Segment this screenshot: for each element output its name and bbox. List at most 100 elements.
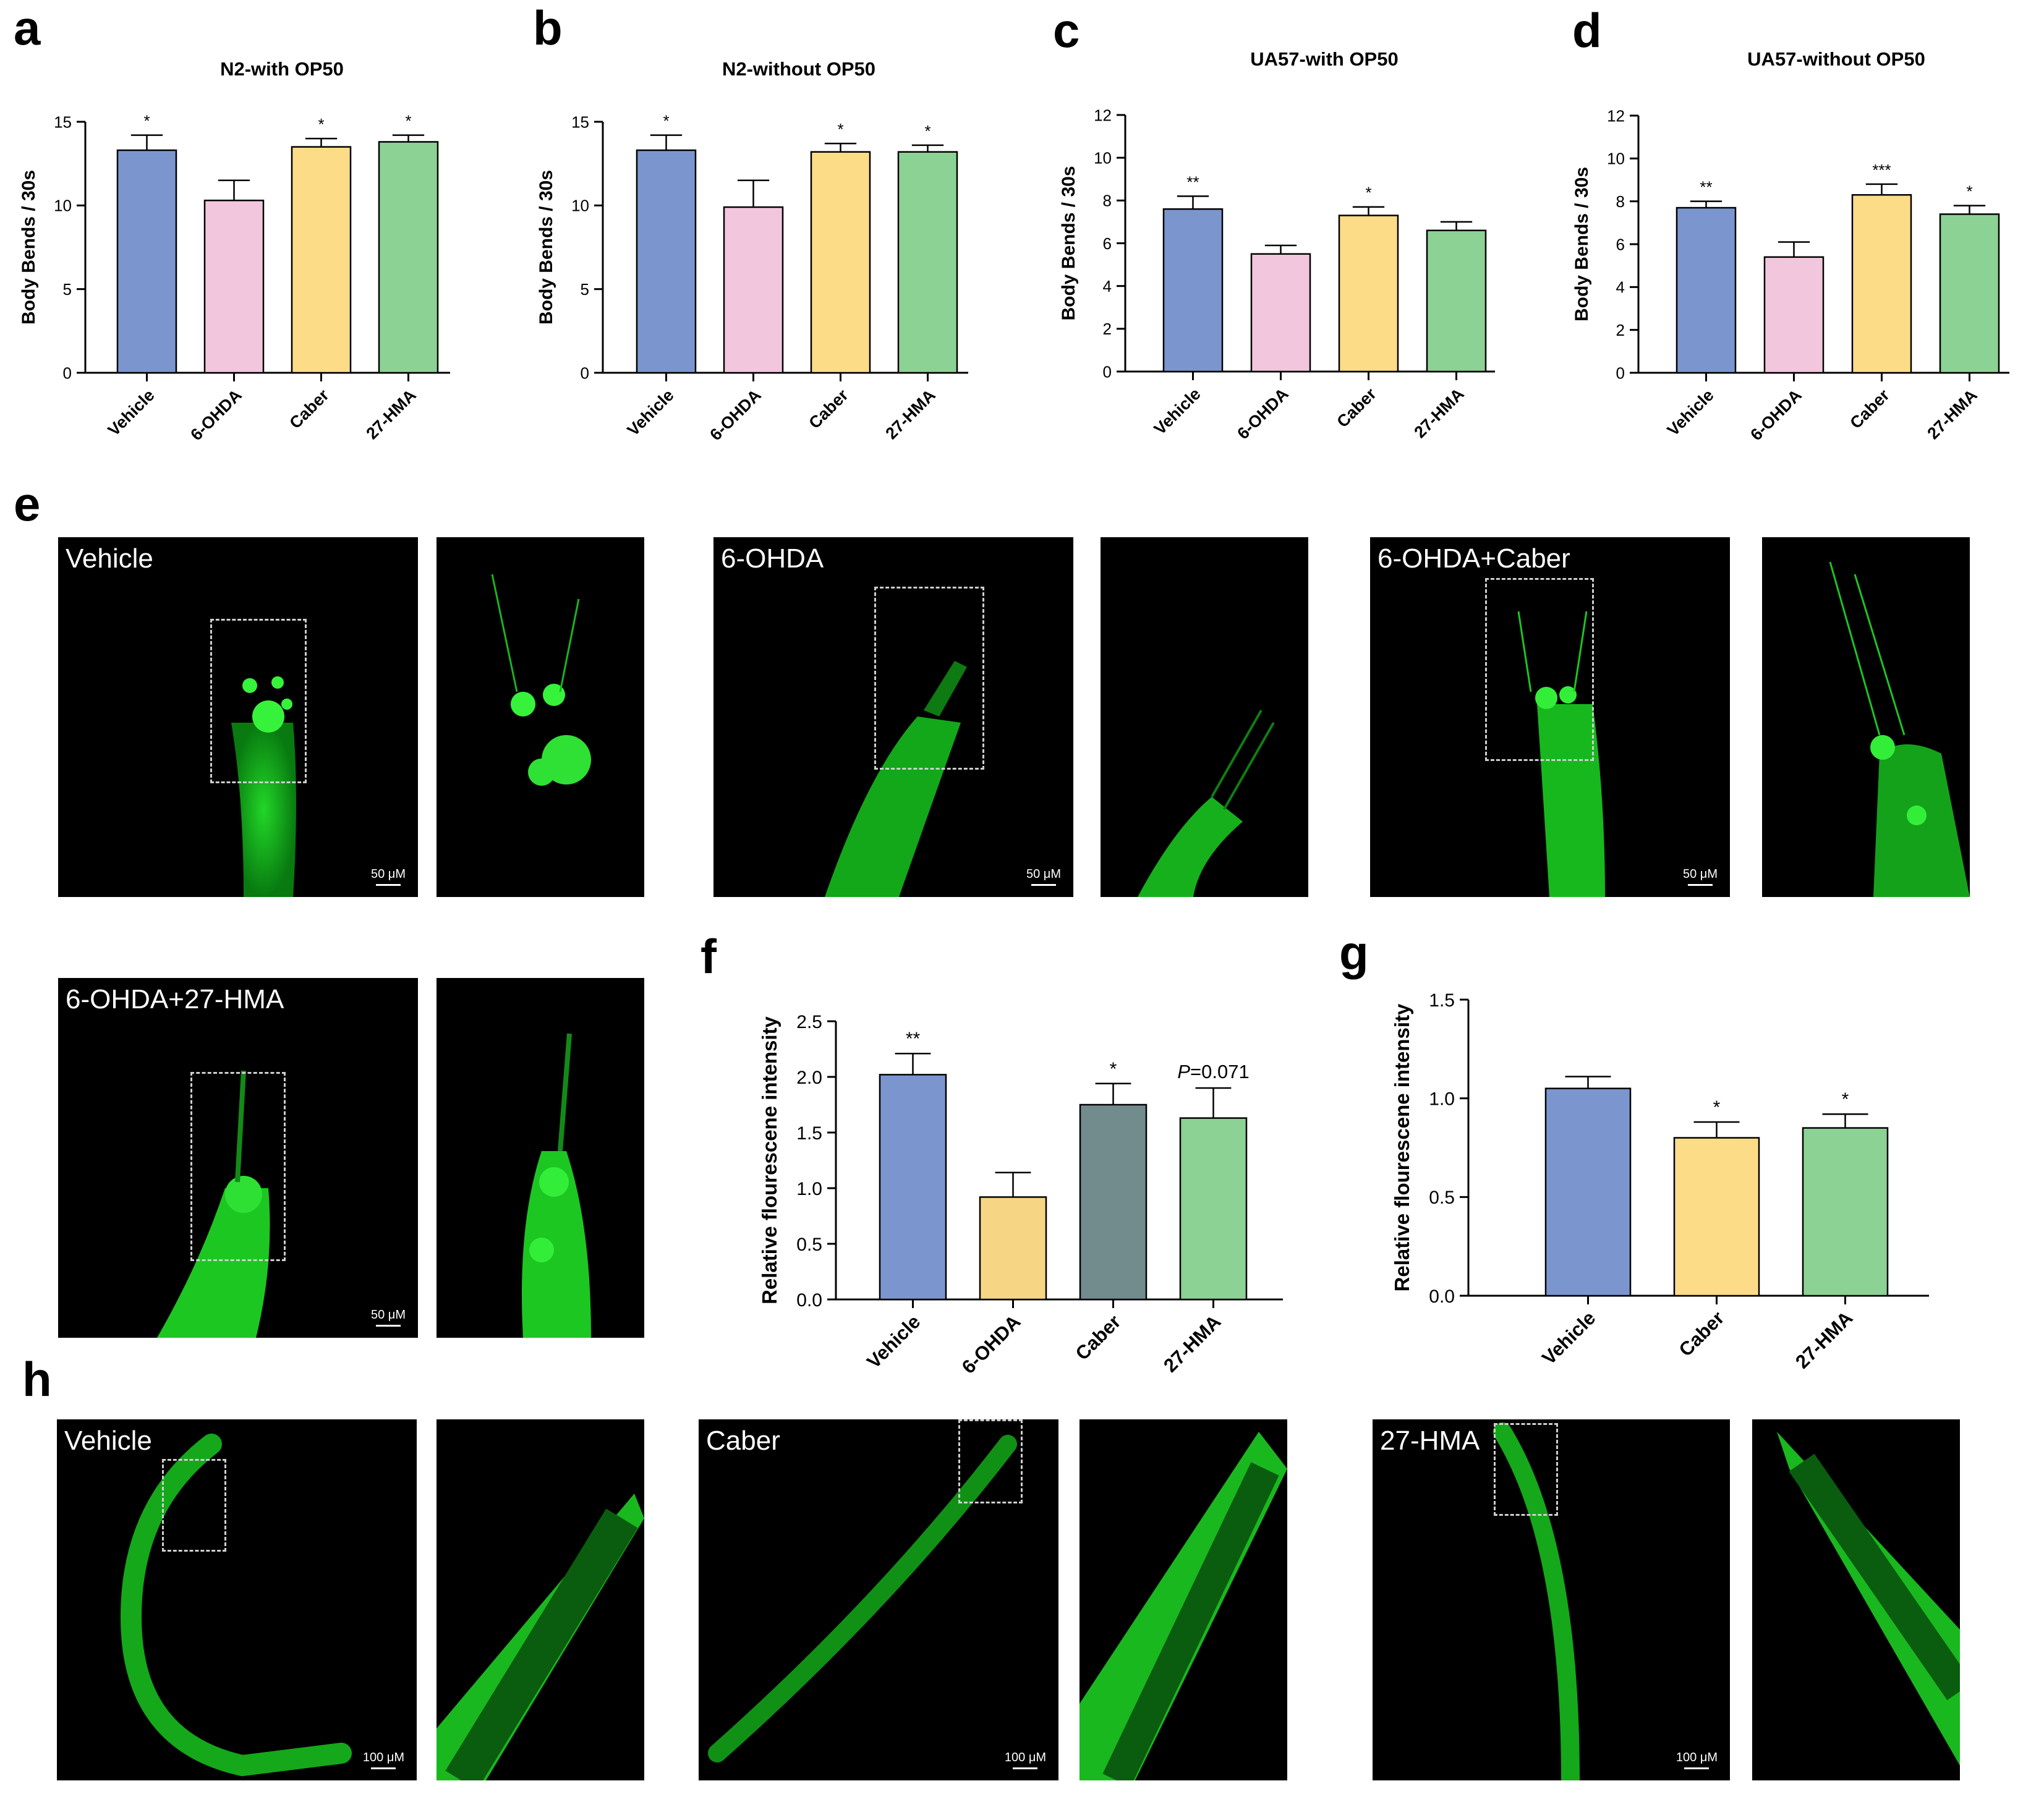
worm-shape	[825, 661, 967, 897]
roi-box	[190, 1072, 286, 1261]
y-tick-label: 2	[1103, 320, 1112, 338]
worm-shape	[1517, 611, 1605, 897]
micrograph-h-vehicle: Vehicle 100 μM	[57, 1419, 417, 1780]
y-tick-label: 1.0	[1429, 1089, 1455, 1109]
micrograph-h-vehicle-zoom	[436, 1419, 644, 1780]
y-tick-label: 0.5	[796, 1235, 822, 1255]
y-tick-label: 1.0	[796, 1179, 822, 1199]
micrograph-h-caber: Caber 100 μM	[699, 1419, 1058, 1780]
y-tick-label: 8	[1103, 192, 1112, 210]
micrograph-e-vehicle-zoom	[436, 537, 644, 897]
bar	[1676, 206, 1737, 374]
micrograph-e-6ohda-27hma: 6-OHDA+27-HMA 50 μM	[58, 978, 418, 1338]
y-tick-label: 1.5	[796, 1123, 822, 1144]
worm-shape	[708, 1435, 1017, 1762]
roi-box	[874, 587, 984, 770]
bar	[116, 149, 177, 374]
y-tick-label: 6	[1616, 235, 1625, 253]
bar	[203, 199, 265, 374]
y-tick-label: 5	[581, 280, 589, 299]
significance-label: **	[1186, 172, 1199, 191]
panel-letter-a: a	[14, 1, 41, 55]
worm-shape	[1493, 1422, 1580, 1780]
significance-label: *	[1842, 1089, 1849, 1110]
significance-label: *	[318, 115, 324, 134]
micrograph-h-27hma-zoom	[1752, 1419, 1960, 1780]
panel-letter-f: f	[700, 929, 717, 984]
p-value-label: P=0.071	[1177, 1061, 1249, 1082]
worm-shape	[120, 1434, 352, 1777]
bar	[810, 151, 871, 374]
significance-label: *	[1966, 182, 1972, 201]
significance-label: *	[663, 112, 669, 130]
chart-title-a: N2-with OP50	[220, 58, 344, 80]
roi-box	[210, 619, 307, 783]
micrograph-label: 6-OHDA	[721, 543, 824, 574]
significance-label: *	[1713, 1097, 1721, 1118]
y-tick-label: 10	[1094, 149, 1112, 168]
micrograph-h-caber-zoom	[1079, 1419, 1287, 1780]
y-axis-label: Body Bends / 30s	[536, 170, 556, 325]
micrograph-label: Caber	[706, 1426, 780, 1456]
significance-label: *	[837, 120, 843, 138]
worm-zoom-shape	[1079, 1432, 1287, 1780]
y-tick-label: 12	[1094, 106, 1112, 124]
bar	[1802, 1127, 1889, 1297]
y-tick-label: 5	[63, 280, 72, 299]
bar	[979, 1196, 1047, 1301]
y-tick-label: 0.0	[796, 1290, 822, 1311]
panel-letter-h: h	[22, 1352, 52, 1406]
micrograph-e-6ohda: 6-OHDA 50 μM	[713, 537, 1073, 897]
significance-label: *	[405, 112, 411, 130]
y-tick-label: 10	[54, 197, 72, 215]
significance-label: *	[1110, 1059, 1117, 1079]
micrograph-h-27hma: 27-HMA 100 μM	[1373, 1419, 1730, 1780]
y-tick-label: 0.0	[1429, 1286, 1455, 1307]
y-tick-label: 10	[1607, 150, 1625, 168]
chart-title-d: UA57-without OP50	[1747, 48, 1925, 70]
y-tick-label: 2	[1616, 321, 1625, 339]
y-tick-label: 2.0	[796, 1068, 822, 1088]
micrograph-label: Vehicle	[64, 1426, 152, 1456]
micrograph-label: 6-OHDA+27-HMA	[66, 984, 284, 1014]
y-tick-label: 15	[571, 113, 589, 131]
micrograph-e-vehicle: Vehicle 50 μM	[58, 537, 418, 897]
x-tick-label: 27-HMA	[1791, 1307, 1857, 1372]
y-tick-label: 0	[1616, 363, 1625, 382]
panel-letter-g: g	[1339, 925, 1369, 980]
worm-zoom-shape	[1777, 1432, 1960, 1766]
bar	[1338, 215, 1399, 373]
x-tick-label: Vehicle	[1538, 1307, 1599, 1369]
significance-label: ***	[1872, 161, 1891, 179]
micrograph-e-6ohda-caber-zoom	[1762, 537, 1970, 897]
bar	[723, 206, 784, 374]
significance-label: **	[906, 1029, 921, 1049]
micrograph-e-6ohda-zoom	[1101, 537, 1308, 897]
significance-label: *	[143, 112, 150, 130]
panel-letter-c: c	[1053, 3, 1080, 57]
worm-zoom-shape	[1138, 710, 1275, 897]
significance-label: **	[1700, 178, 1712, 197]
y-tick-label: 4	[1616, 278, 1625, 297]
y-tick-label: 4	[1103, 277, 1112, 295]
bar	[1763, 256, 1825, 374]
worm-shape	[157, 1070, 270, 1338]
roi-box	[1494, 1423, 1558, 1516]
bar	[291, 146, 352, 374]
y-tick-label: 10	[571, 197, 589, 215]
worm-zoom-shape	[436, 1494, 644, 1780]
y-axis-label: Body Bends / 30s	[1572, 167, 1592, 321]
micrograph-label: Vehicle	[66, 543, 153, 574]
scale-bar: 100 μM	[1005, 1751, 1046, 1769]
chart-title-c: UA57-with OP50	[1250, 48, 1399, 70]
micrograph-e-6ohda-27hma-zoom	[436, 978, 644, 1338]
scale-bar: 50 μM	[1683, 867, 1718, 886]
y-tick-label: 6	[1103, 234, 1112, 253]
y-axis-label: Relative flourescene intensity	[1390, 1003, 1413, 1291]
roi-box	[162, 1459, 226, 1552]
x-tick-label: Caber	[1675, 1307, 1729, 1361]
